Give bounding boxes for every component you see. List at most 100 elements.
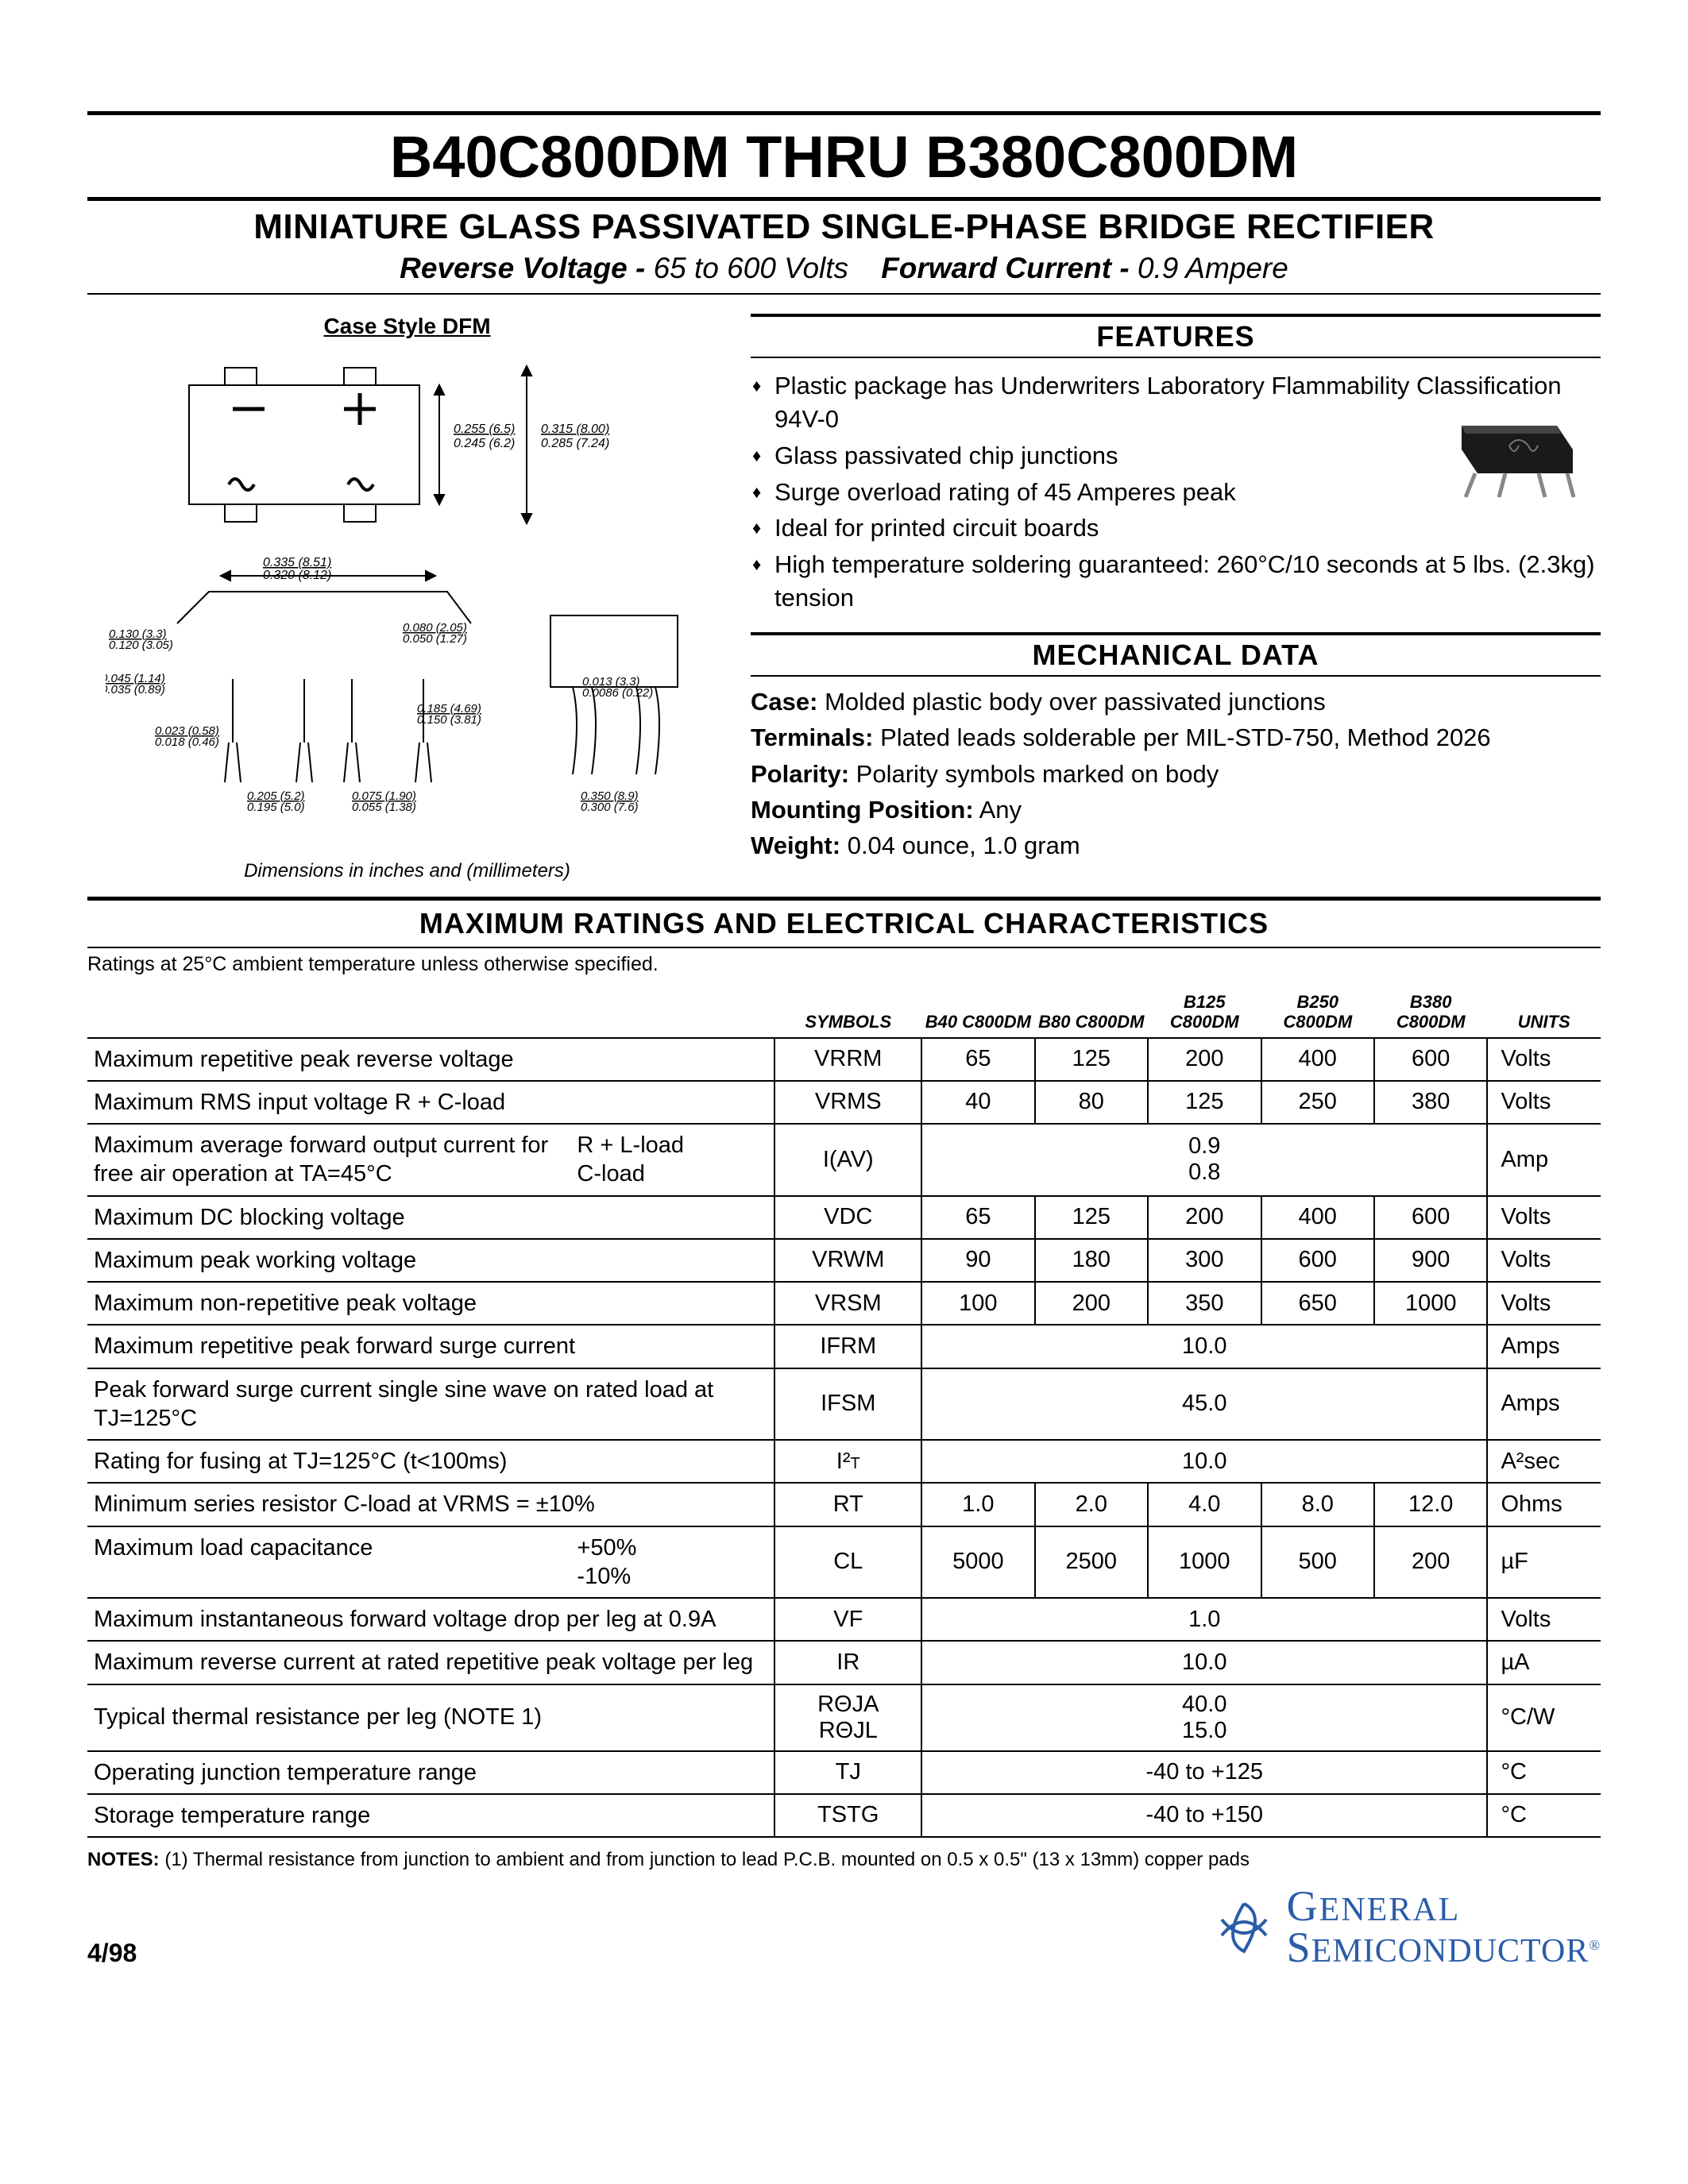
table-row: Storage temperature rangeTSTG-40 to +150…: [87, 1794, 1601, 1837]
svg-text:0.050 (1.27): 0.050 (1.27): [403, 632, 467, 646]
cell-value: 200: [1148, 1038, 1261, 1081]
note-1: (1) Thermal resistance from junction to …: [164, 1849, 1250, 1870]
cell-value: 100: [921, 1282, 1034, 1325]
svg-text:0.055 (1.38): 0.055 (1.38): [352, 801, 416, 814]
cell-param: Maximum peak working voltage: [87, 1239, 774, 1282]
logo-icon: [1212, 1896, 1276, 1959]
cell-value-span: 45.0: [921, 1368, 1487, 1441]
ratings-condition-note: Ratings at 25°C ambient temperature unle…: [87, 948, 1601, 987]
cell-value: 200: [1374, 1526, 1487, 1599]
footer-date: 4/98: [87, 1939, 137, 1968]
table-row: Maximum repetitive peak reverse voltageV…: [87, 1038, 1601, 1081]
cell-value-span: 0.90.8: [921, 1124, 1487, 1196]
svg-text:0.035 (0.89): 0.035 (0.89): [106, 683, 165, 696]
case-column: Case Style DFM: [87, 314, 727, 882]
cell-value: 2500: [1035, 1526, 1148, 1599]
cell-value-span: 1.0: [921, 1598, 1487, 1641]
svg-text:0.255 (6.5): 0.255 (6.5): [454, 423, 515, 436]
cell-param: Maximum RMS input voltage R + C-load: [87, 1081, 774, 1124]
cell-param: Operating junction temperature range: [87, 1751, 774, 1794]
cell-symbol: VRRM: [774, 1038, 921, 1081]
table-row: Maximum average forward output current f…: [87, 1124, 1601, 1196]
cell-value: 300: [1148, 1239, 1261, 1282]
brand-logo: GGeneralENERAL SEMICONDUCTOR®: [1212, 1886, 1601, 1968]
cell-value: 900: [1374, 1239, 1487, 1282]
table-row: Maximum instantaneous forward voltage dr…: [87, 1598, 1601, 1641]
cell-symbol: RΘJARΘJL: [774, 1684, 921, 1751]
spec-line: Reverse Voltage - 65 to 600 Volts Forwar…: [87, 250, 1601, 293]
cell-param: Maximum DC blocking voltage: [87, 1196, 774, 1239]
cell-value: 400: [1261, 1196, 1374, 1239]
cell-unit: Amp: [1487, 1124, 1601, 1196]
mechanical-data: Case: Molded plastic body over passivate…: [751, 677, 1601, 876]
svg-text:0.320 (8.12): 0.320 (8.12): [263, 569, 331, 582]
cell-symbol: IR: [774, 1641, 921, 1684]
col-symbols: SYMBOLS: [774, 987, 921, 1038]
cell-param: Maximum instantaneous forward voltage dr…: [87, 1598, 774, 1641]
mech-weight-val: 0.04 ounce, 1.0 gram: [848, 832, 1080, 859]
feature-item: Ideal for printed circuit boards: [751, 511, 1601, 545]
ratings-table: SYMBOLS B40 C800DM B80 C800DM B125 C800D…: [87, 987, 1601, 1838]
cell-param: Maximum repetitive peak reverse voltage: [87, 1038, 774, 1081]
col-b80: B80 C800DM: [1035, 987, 1148, 1038]
cell-unit: Ohms: [1487, 1483, 1601, 1526]
cell-unit: Volts: [1487, 1196, 1601, 1239]
cell-unit: A²sec: [1487, 1440, 1601, 1483]
mech-pol-val: Polarity symbols marked on body: [856, 760, 1219, 788]
cell-symbol: VRWM: [774, 1239, 921, 1282]
cell-unit: Volts: [1487, 1282, 1601, 1325]
cell-param: Minimum series resistor C-load at VRMS =…: [87, 1483, 774, 1526]
chip-photo: [1442, 414, 1577, 501]
svg-text:0.285 (7.24): 0.285 (7.24): [541, 437, 609, 450]
cell-value: 400: [1261, 1038, 1374, 1081]
table-row: Rating for fusing at TJ=125°C (t<100ms)I…: [87, 1440, 1601, 1483]
table-row: Maximum load capacitance+50%-10%CL500025…: [87, 1526, 1601, 1599]
col-b380: B380 C800DM: [1374, 987, 1487, 1038]
cell-value: 380: [1374, 1081, 1487, 1124]
right-column: FEATURES Plastic package has Underwriter…: [751, 314, 1601, 882]
cell-unit: Volts: [1487, 1598, 1601, 1641]
table-header-row: SYMBOLS B40 C800DM B80 C800DM B125 C800D…: [87, 987, 1601, 1038]
spec-fwd-label: Forward Current -: [881, 252, 1129, 284]
cell-unit: Amps: [1487, 1368, 1601, 1441]
table-row: Minimum series resistor C-load at VRMS =…: [87, 1483, 1601, 1526]
col-param: [87, 987, 774, 1038]
table-row: Maximum DC blocking voltageVDC6512520040…: [87, 1196, 1601, 1239]
cell-value: 80: [1035, 1081, 1148, 1124]
dimensions-caption: Dimensions in inches and (millimeters): [87, 860, 727, 882]
cell-value: 1000: [1374, 1282, 1487, 1325]
cell-value: 600: [1374, 1038, 1487, 1081]
cell-symbol: TSTG: [774, 1794, 921, 1837]
features-heading: FEATURES: [751, 317, 1601, 358]
cell-value: 65: [921, 1196, 1034, 1239]
cell-value: 600: [1261, 1239, 1374, 1282]
cell-value: 5000: [921, 1526, 1034, 1599]
cell-param: Typical thermal resistance per leg (NOTE…: [87, 1684, 774, 1751]
cell-value: 200: [1148, 1196, 1261, 1239]
svg-text:0.150 (3.81): 0.150 (3.81): [417, 713, 481, 727]
footer: 4/98 GGeneralENERAL SEMICONDUCTOR®: [87, 1886, 1601, 1968]
col-units: UNITS: [1487, 987, 1601, 1038]
cell-value: 2.0: [1035, 1483, 1148, 1526]
rule-under-spec: [87, 293, 1601, 295]
cell-value-span: 10.0: [921, 1325, 1487, 1368]
cell-symbol: VRSM: [774, 1282, 921, 1325]
cell-value-span: 40.015.0: [921, 1684, 1487, 1751]
cell-unit: °C: [1487, 1751, 1601, 1794]
cell-param: Maximum non-repetitive peak voltage: [87, 1282, 774, 1325]
feature-item: High temperature soldering guaranteed: 2…: [751, 548, 1601, 615]
cell-unit: Volts: [1487, 1038, 1601, 1081]
cell-symbol: VRMS: [774, 1081, 921, 1124]
col-b250: B250 C800DM: [1261, 987, 1374, 1038]
cell-symbol: VF: [774, 1598, 921, 1641]
svg-text:0.245 (6.2): 0.245 (6.2): [454, 437, 515, 450]
table-row: Peak forward surge current single sine w…: [87, 1368, 1601, 1441]
cell-unit: Volts: [1487, 1239, 1601, 1282]
cell-value-span: -40 to +150: [921, 1794, 1487, 1837]
svg-text:0.300 (7.6): 0.300 (7.6): [581, 801, 639, 814]
mech-term-label: Terminals:: [751, 723, 873, 751]
cell-value-span: -40 to +125: [921, 1751, 1487, 1794]
cell-symbol: IFSM: [774, 1368, 921, 1441]
table-row: Maximum non-repetitive peak voltageVRSM1…: [87, 1282, 1601, 1325]
cell-value: 4.0: [1148, 1483, 1261, 1526]
